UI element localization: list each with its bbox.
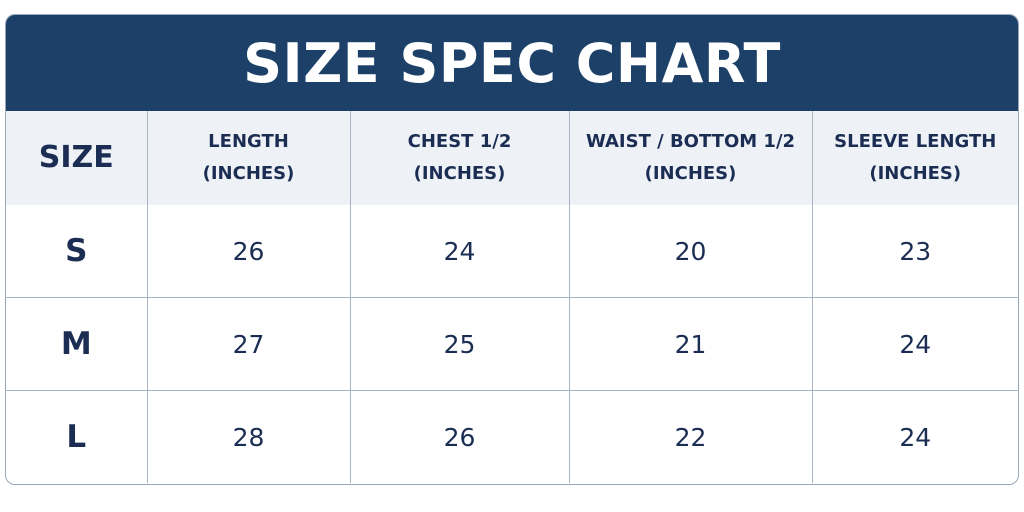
column-label: SIZE [38,140,114,175]
measure-cell: 27 [146,297,351,391]
table-body: S 26 24 20 23 M 27 25 21 24 L 28 26 22 24 [6,205,1018,483]
column-header: LENGTH (INCHES) [146,111,351,205]
measure-cell: 22 [568,390,813,483]
header-row: SIZE LENGTH (INCHES) CHEST 1/2 (INCHES) WAIST… [6,111,1018,205]
size-table: SIZE LENGTH (INCHES) CHEST 1/2 (INCHES) WAIST… [6,111,1018,483]
measure-cell: 24 [811,390,1018,483]
table-row: L 28 26 22 24 [6,390,1018,483]
column-header: SIZE [6,111,148,205]
title: SIZE SPEC CHART [6,15,1018,111]
measure-cell: 25 [349,297,570,391]
column-label: CHEST 1/2 [407,131,512,152]
column-header: WAIST / BOTTOM 1/2 (INCHES) [568,111,813,205]
measure-cell: 24 [349,205,570,298]
column-header: SLEEVE LENGTH (INCHES) [811,111,1018,205]
column-unit: (INCHES) [869,163,962,184]
column-label: SLEEVE LENGTH [834,131,997,152]
column-label: LENGTH [208,131,289,152]
column-unit: (INCHES) [202,163,295,184]
table-row: S 26 24 20 23 [6,205,1018,298]
measure-cell: 21 [568,297,813,391]
measure-cell: 23 [811,205,1018,298]
table-row: M 27 25 21 24 [6,297,1018,391]
measure-cell: 26 [349,390,570,483]
size-chart-card: SIZE SPEC CHART SIZE LENGTH (INCHES) CHEST … [5,14,1019,485]
measure-cell: 20 [568,205,813,298]
size-cell: M [6,297,148,391]
column-unit: (INCHES) [413,163,506,184]
column-label: WAIST / BOTTOM 1/2 [585,131,796,152]
measure-cell: 28 [146,390,351,483]
measure-cell: 26 [146,205,351,298]
measure-cell: 24 [811,297,1018,391]
size-cell: S [6,205,148,298]
column-unit: (INCHES) [644,163,737,184]
size-cell: L [6,390,148,483]
column-header: CHEST 1/2 (INCHES) [349,111,570,205]
